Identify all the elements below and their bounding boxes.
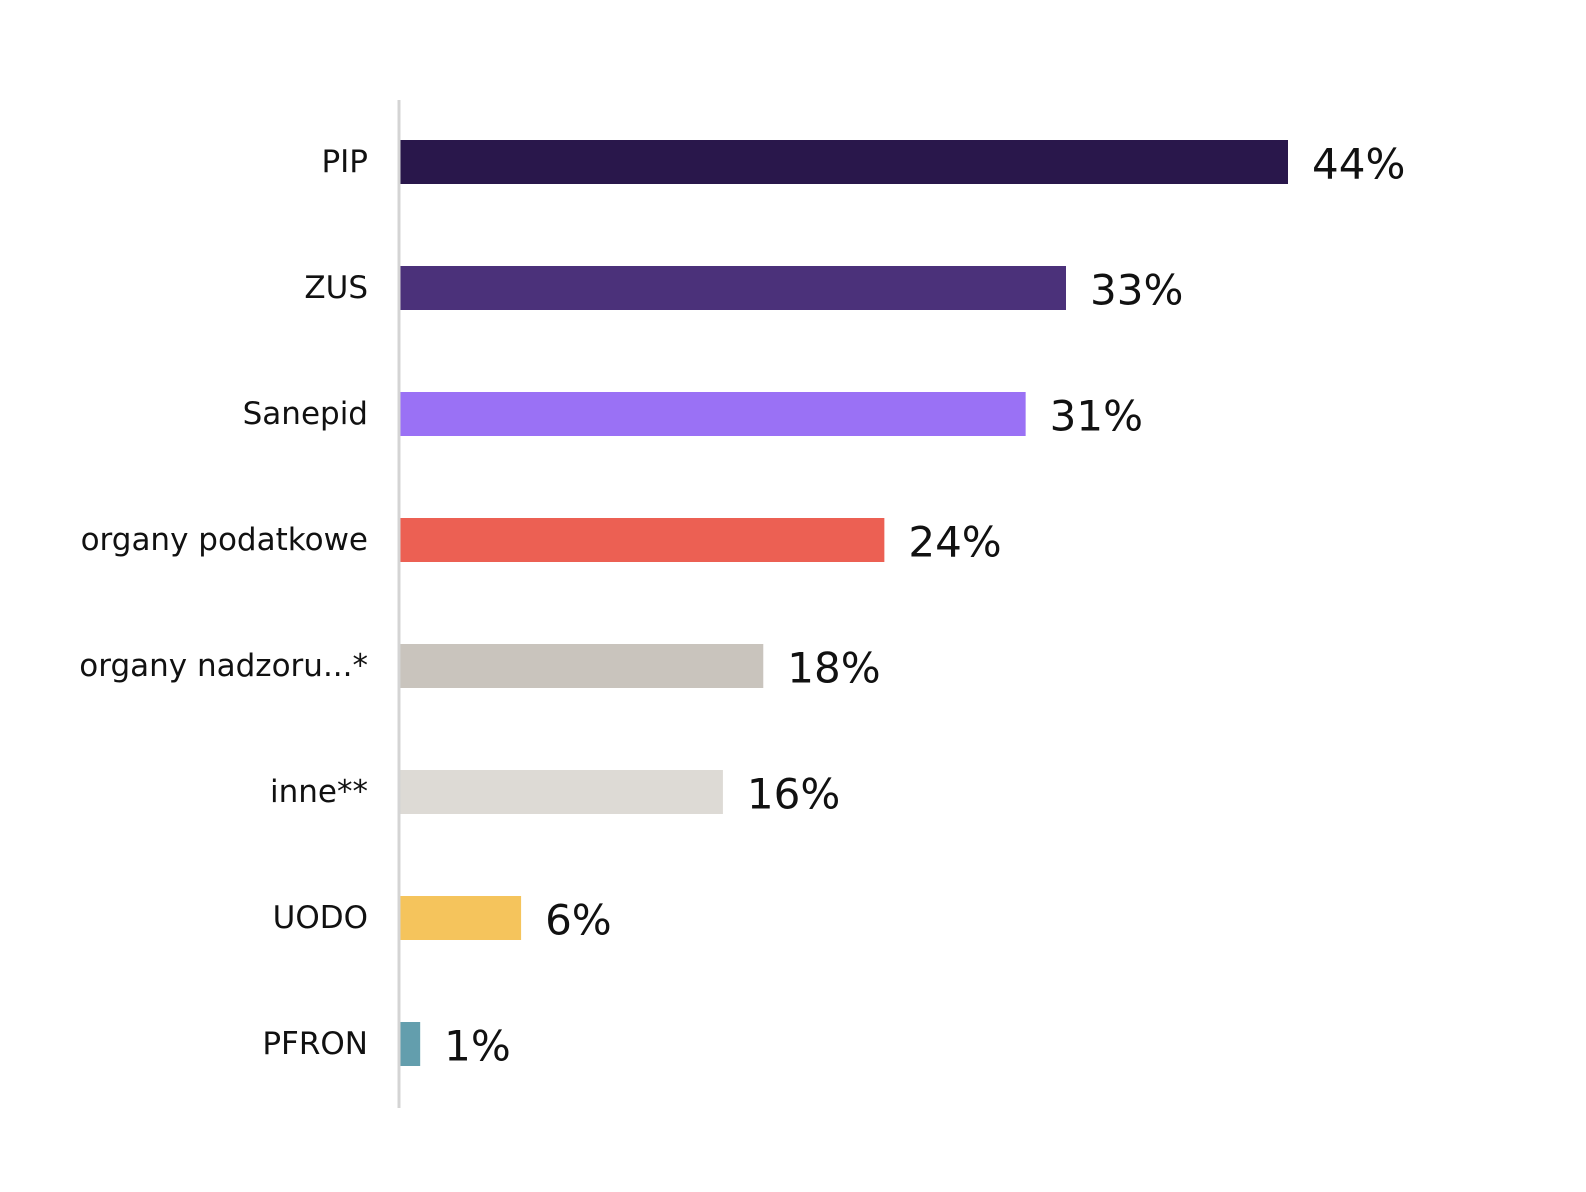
value-label-organy-podatkowe: 24% [908,518,1001,567]
bar-organy-nadzoru [400,644,764,688]
value-label-pip: 44% [1312,140,1405,189]
category-label-uodo: UODO [273,900,368,936]
value-label-sanepid: 31% [1050,392,1143,441]
category-labels-group: PIP ZUS Sanepid organy podatkowe organy nadz… [79,144,368,1062]
bar-pfron [400,1022,421,1066]
value-label-inne: 16% [747,770,840,819]
value-label-pfron: 1% [444,1022,511,1071]
category-label-organy-nadzoru: organy nadzoru...* [79,648,368,684]
value-label-zus: 33% [1090,266,1183,315]
bar-organy-podatkowe [400,518,885,562]
bar-inne [400,770,723,814]
category-label-organy-podatkowe: organy podatkowe [81,522,368,558]
value-labels-group: 44% 33% 31% 24% 18% 16% 6% 1% [444,140,1405,1071]
bar-pip [400,140,1288,184]
value-label-organy-nadzoru: 18% [787,644,880,693]
bar-sanepid [400,392,1026,436]
value-label-uodo: 6% [545,896,612,945]
bars-group [400,140,1288,1066]
category-label-pip: PIP [321,144,368,180]
category-label-sanepid: Sanepid [243,396,368,432]
bar-zus [400,266,1066,310]
category-label-inne: inne** [270,774,368,810]
bar-uodo [400,896,522,940]
category-label-zus: ZUS [304,270,368,306]
category-label-pfron: PFRON [262,1026,368,1062]
